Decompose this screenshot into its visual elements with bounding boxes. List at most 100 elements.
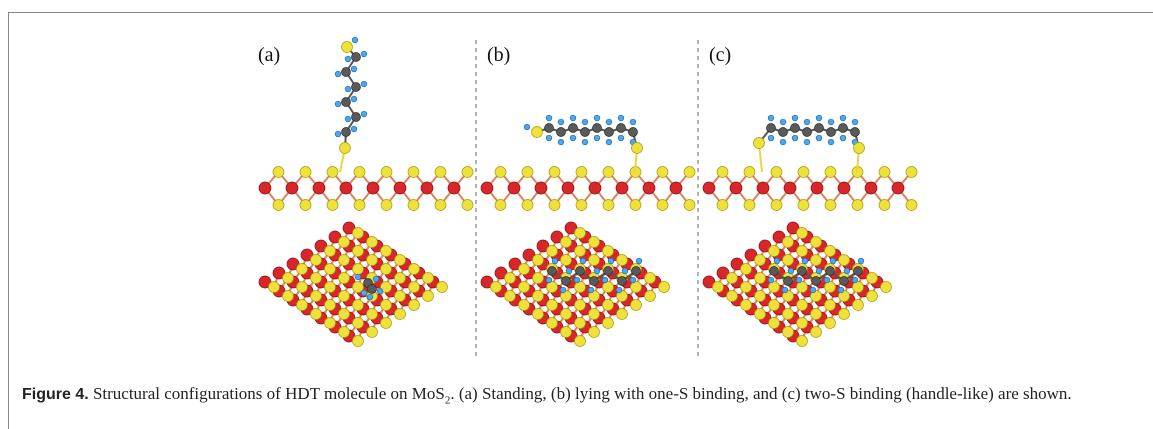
atom [636, 258, 642, 264]
atom [519, 300, 530, 311]
atom [367, 309, 378, 320]
atom [618, 135, 624, 141]
atom [582, 139, 588, 145]
atom [562, 182, 574, 194]
atom [533, 291, 544, 302]
atom [797, 318, 808, 329]
atom [811, 255, 822, 266]
caption-label: Figure 4. [22, 386, 89, 403]
atom [755, 291, 766, 302]
atom [603, 300, 614, 311]
caption: Figure 4. Structural configurations of H… [22, 381, 1132, 413]
atom [345, 86, 351, 92]
atom [547, 246, 558, 257]
atom [825, 167, 836, 178]
atom [780, 119, 786, 125]
atom [770, 267, 779, 276]
atom [768, 277, 774, 283]
atom [576, 200, 587, 211]
atom [804, 119, 810, 125]
atom [342, 68, 351, 77]
atom [582, 119, 588, 125]
atom [826, 267, 835, 276]
atom [657, 200, 668, 211]
atom [367, 182, 379, 194]
panel-label: (b) [487, 44, 510, 66]
atom [881, 282, 892, 293]
atom [532, 127, 543, 138]
atom [570, 135, 576, 141]
atom [803, 128, 812, 137]
atom [300, 167, 311, 178]
atom [353, 336, 364, 347]
atom [342, 128, 351, 137]
atom [854, 267, 863, 276]
atom [851, 128, 860, 137]
atom [783, 255, 794, 266]
atom [409, 282, 420, 293]
atom [342, 42, 353, 53]
atom [774, 258, 780, 264]
atom [342, 98, 351, 107]
atom [768, 115, 774, 121]
atom [546, 135, 552, 141]
atom [547, 300, 558, 311]
atom [853, 300, 864, 311]
atom [491, 282, 502, 293]
atom [788, 268, 794, 274]
atom [769, 300, 780, 311]
atom [339, 273, 350, 284]
atom [352, 37, 358, 43]
atom [769, 318, 780, 329]
atom [394, 182, 406, 194]
atom [769, 282, 780, 293]
atom [367, 294, 373, 300]
atom [815, 124, 824, 133]
atom [816, 268, 822, 274]
atom [361, 111, 367, 117]
atom [816, 115, 822, 121]
atom [311, 291, 322, 302]
atom [423, 273, 434, 284]
atom [606, 139, 612, 145]
atom [339, 309, 350, 320]
atom [327, 200, 338, 211]
atom [825, 318, 836, 329]
atom [839, 309, 850, 320]
atom [622, 268, 628, 274]
atom [533, 255, 544, 266]
atom [508, 182, 520, 194]
atom [569, 124, 578, 133]
atom [811, 327, 822, 338]
atom [816, 135, 822, 141]
atom [311, 273, 322, 284]
atom [558, 139, 564, 145]
atom [812, 277, 821, 286]
atom [335, 71, 341, 77]
atom [546, 115, 552, 121]
atom [865, 182, 877, 194]
atom [448, 182, 460, 194]
caption-text: Structural configurations of HDT molecul… [89, 384, 445, 403]
atom [545, 124, 554, 133]
atom [557, 128, 566, 137]
atom [575, 246, 586, 257]
atom [631, 282, 642, 293]
atom [325, 246, 336, 257]
atom [352, 113, 361, 122]
panel-label: (c) [709, 44, 731, 66]
atom [670, 182, 682, 194]
atom [533, 309, 544, 320]
atom [548, 267, 557, 276]
atom [561, 309, 572, 320]
atom [798, 267, 807, 276]
atom [325, 318, 336, 329]
atom [325, 300, 336, 311]
atom [340, 182, 352, 194]
atom [839, 255, 850, 266]
atom [744, 200, 755, 211]
atom [684, 167, 695, 178]
atom [608, 258, 614, 264]
atom [495, 167, 506, 178]
atom [297, 282, 308, 293]
